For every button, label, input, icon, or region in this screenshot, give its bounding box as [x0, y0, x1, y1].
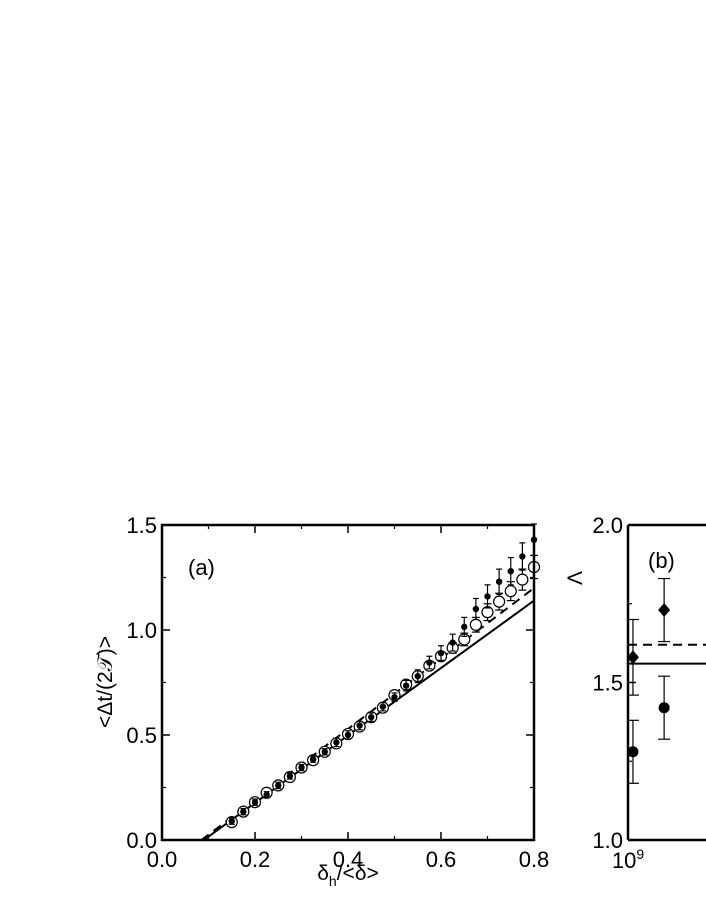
diamond-point — [626, 650, 639, 665]
panel-a-x-tick-label: 0.6 — [426, 847, 457, 872]
panel-b-data-points — [626, 577, 671, 784]
open-circle-point — [516, 573, 529, 586]
filled-circle-point — [228, 817, 235, 825]
filled-circle-point — [298, 764, 305, 771]
panel-b-y-tick-label: 1.0 — [592, 828, 623, 853]
panel-b: 1.0 1.5 2.0 (b) Λ 109 — [564, 513, 706, 873]
panel-a-label: (a) — [188, 555, 215, 580]
panel-a-frame — [160, 523, 536, 842]
filled-circle-point — [519, 553, 526, 560]
panel-b-model-lines — [628, 643, 706, 665]
filled-circle-point — [472, 605, 480, 613]
filled-circle-point — [251, 799, 259, 806]
filled-circle-point — [484, 593, 491, 600]
filled-circle-point — [507, 568, 514, 575]
panel-a-y-tick-label: 0.0 — [126, 828, 157, 853]
panel-a: 0.0 0.2 0.4 0.6 0.8 0.0 0.5 1.0 1.5 (a) <Δt/(2𝒯)… — [94, 513, 549, 889]
panel-b-y-axis-label: Λ — [564, 571, 587, 585]
panel-b-y-tick-label: 2.0 — [592, 513, 623, 538]
filled-circle-point — [275, 782, 282, 789]
panel-a-data-points — [225, 523, 541, 829]
filled-circle-point — [344, 731, 352, 739]
filled-circle-point — [286, 772, 294, 780]
filled-circle-point — [309, 755, 317, 763]
panel-a-y-axis-label: <Δt/(2𝒯)> — [94, 636, 117, 728]
filled-circle-point — [356, 722, 363, 729]
open-circle-point — [493, 595, 506, 608]
panel-b-y-tick-label: 1.5 — [592, 671, 623, 696]
open-circle-point — [504, 585, 517, 598]
filled-circle-point — [461, 623, 468, 631]
filled-circle-point — [627, 746, 639, 758]
panel-b-label: (b) — [648, 548, 675, 573]
filled-circle-point — [333, 739, 340, 746]
panel-a-x-tick-label: 0.2 — [240, 847, 271, 872]
filled-circle-point — [391, 694, 398, 701]
filled-circle-point — [495, 578, 503, 585]
panel-a-y-tick-label: 1.5 — [126, 513, 157, 538]
filled-circle-point — [368, 713, 375, 721]
panel-a-y-tick-label: 0.5 — [126, 723, 157, 748]
panel-a-x-axis-label: δh/<δ> — [317, 862, 379, 889]
filled-circle-point — [426, 659, 433, 666]
panel-b-ticks: 1.0 1.5 2.0 — [592, 513, 636, 853]
filled-circle-point — [263, 791, 270, 799]
panel-a-x-tick-label: 0.8 — [519, 847, 550, 872]
filled-circle-point — [379, 703, 387, 710]
panel-a-x-tick-label: 0.0 — [147, 847, 178, 872]
filled-circle-point — [414, 673, 421, 680]
panel-a-y-tick-label: 1.0 — [126, 618, 157, 643]
diamond-point — [658, 603, 671, 618]
filled-circle-point — [321, 748, 328, 755]
filled-circle-point — [449, 639, 456, 646]
filled-circle-point — [402, 682, 410, 689]
filled-circle-point — [658, 702, 670, 714]
filled-circle-point — [437, 649, 445, 657]
panel-a-ticks: 0.0 0.2 0.4 0.6 0.8 0.0 0.5 1.0 1.5 — [126, 513, 549, 872]
open-circle-point — [469, 618, 482, 631]
filled-circle-point — [240, 808, 247, 815]
panel-b-x-tick-label-0: 109 — [612, 846, 644, 873]
panel-a-x-tick-label: 0.4 — [333, 847, 364, 872]
